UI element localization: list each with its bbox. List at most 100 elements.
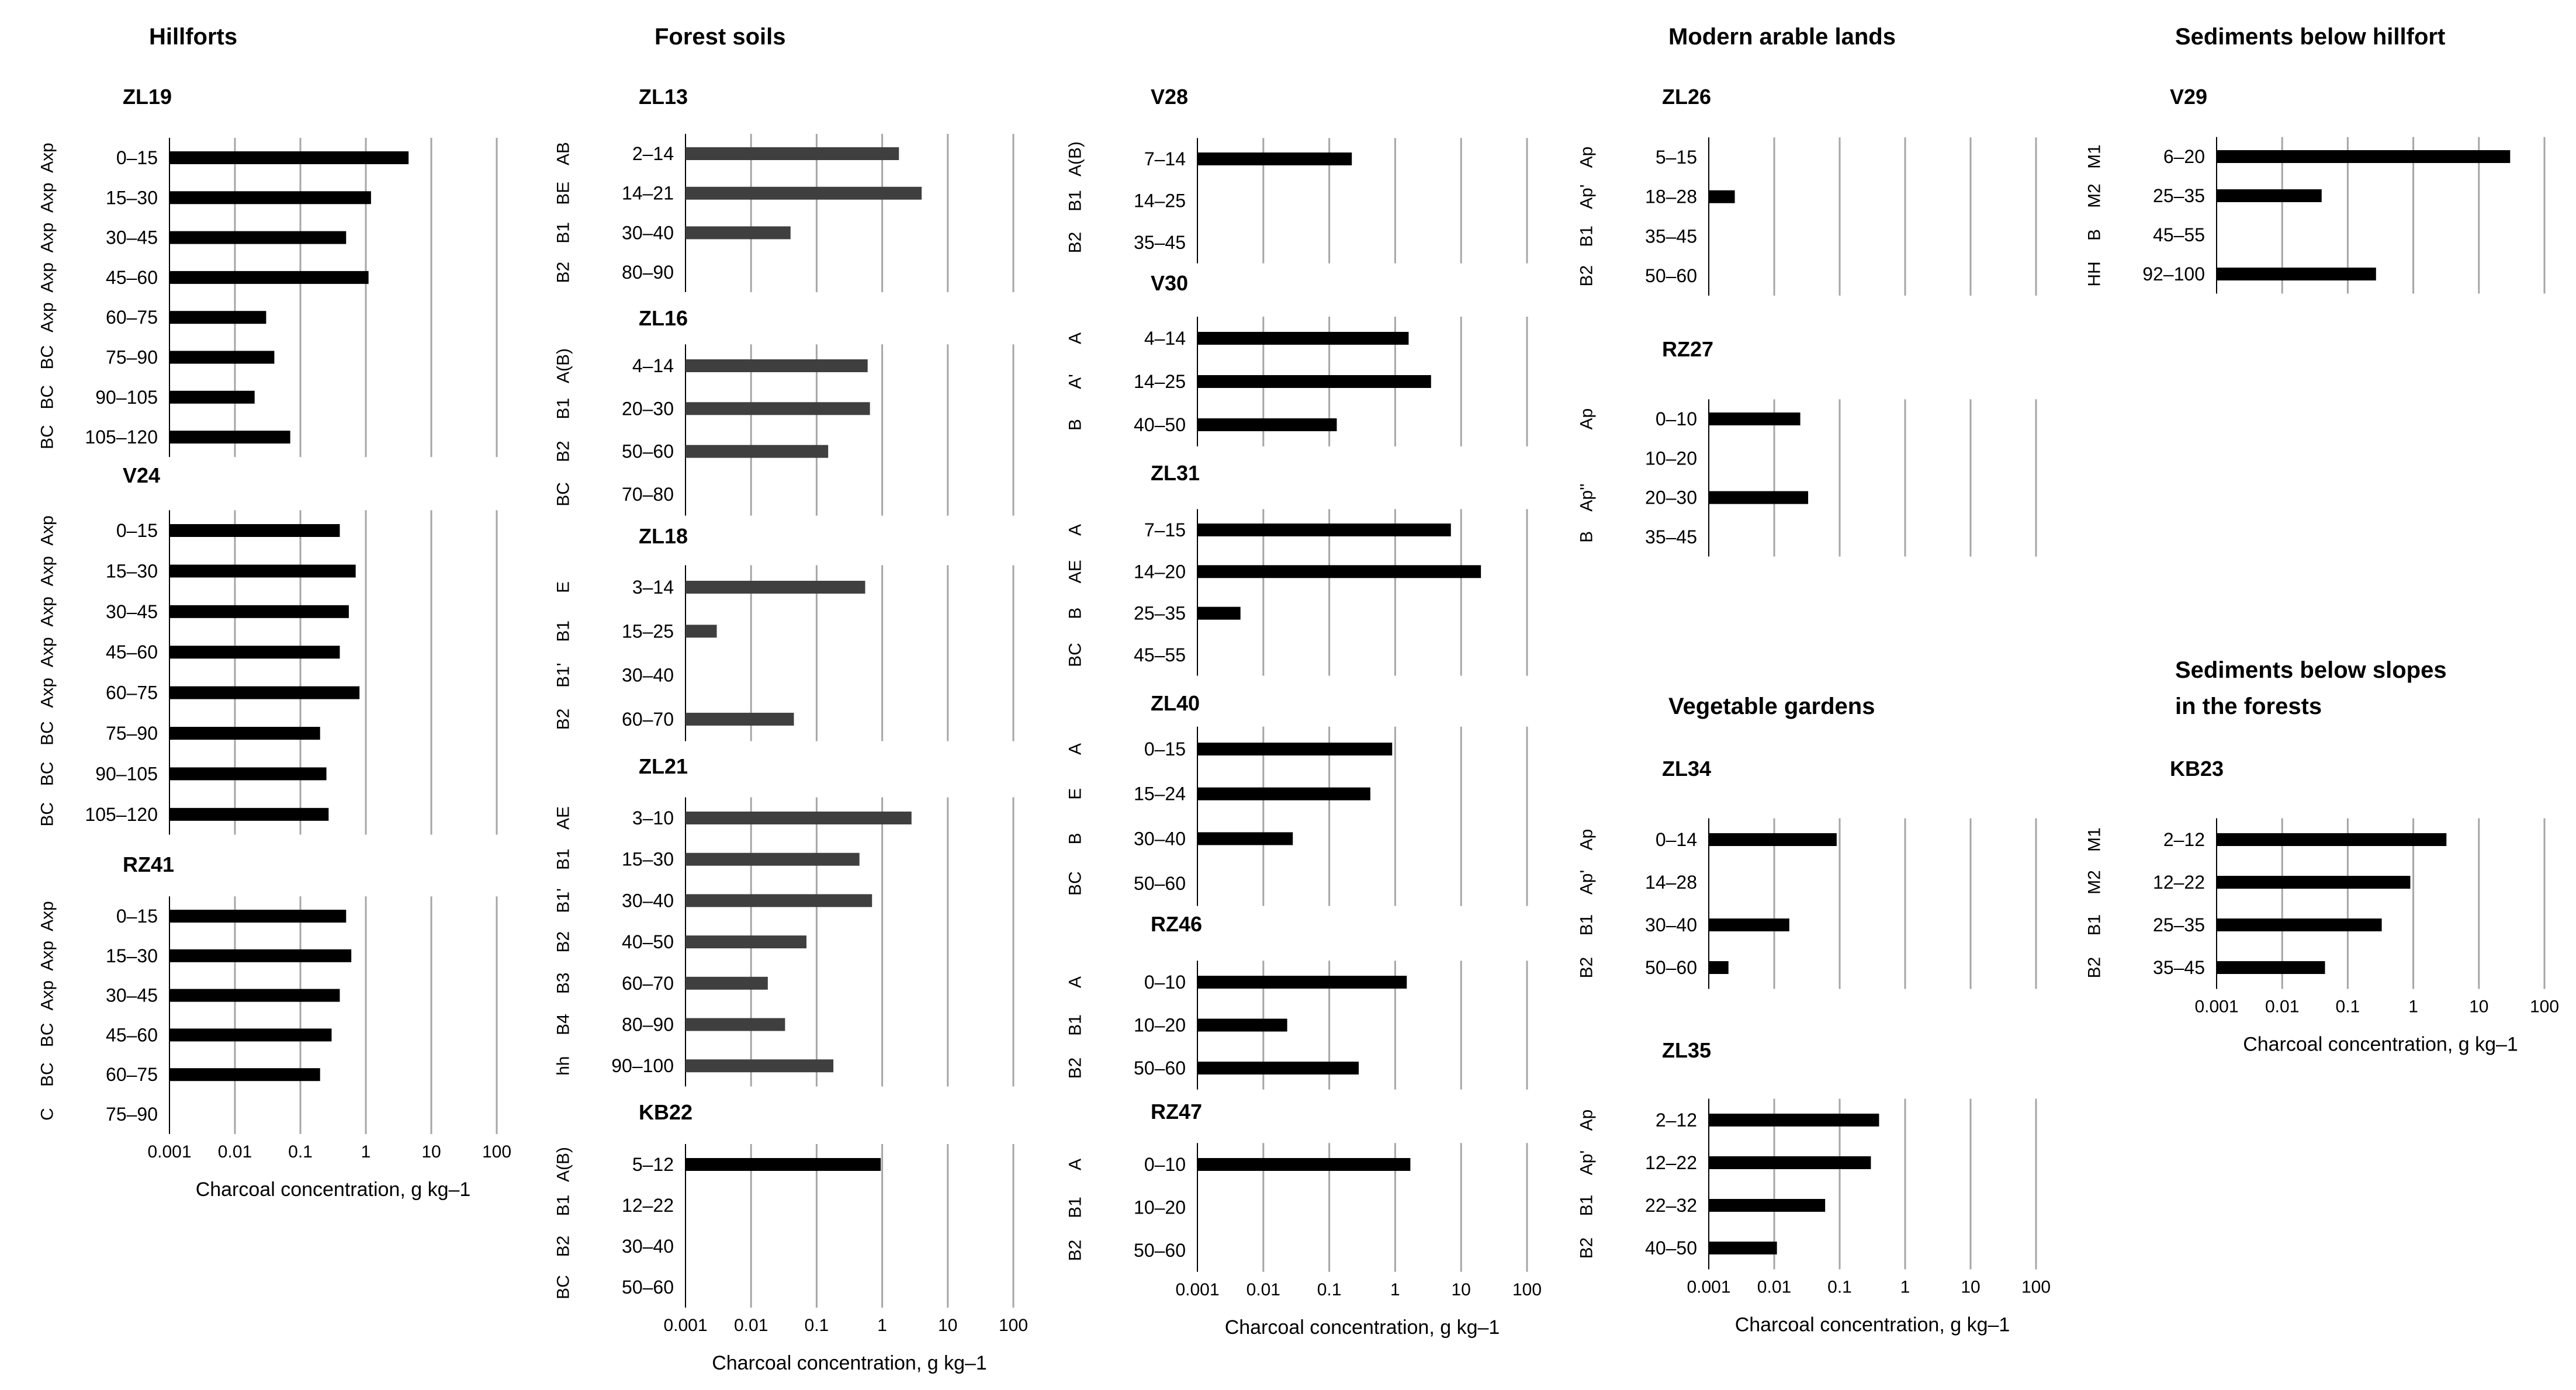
x-tick-label: 0.1 — [1317, 1280, 1342, 1299]
bar-v28-0 — [1197, 152, 1352, 165]
bar-zl16-1 — [685, 402, 870, 415]
bar-v24-5 — [169, 727, 320, 740]
depth-label: 14–25 — [1134, 190, 1186, 212]
x-axis-label: Charcoal concentration, g kg–1 — [1735, 1314, 2010, 1336]
horizon-label: B2 — [1066, 1240, 1085, 1261]
bar-v30-0 — [1197, 332, 1409, 345]
depth-label: 22–32 — [1645, 1195, 1697, 1216]
horizon-label: B1' — [554, 888, 573, 913]
horizon-label: B1 — [1577, 914, 1597, 936]
profile-panel-zl26: ZL26 5–15 Ap 18–28 Ap' 35–45 B1 50–60 B2 — [1577, 85, 2037, 296]
depth-label: 92–100 — [2142, 264, 2205, 285]
horizon-label: B1' — [554, 663, 573, 687]
profile-panel-zl35: ZL35 2–12 Ap 12–22 Ap' 22–32 B1 40–50 B2 — [1577, 1038, 2037, 1270]
x-tick-label: 100 — [999, 1316, 1028, 1335]
horizon-label: B2 — [554, 441, 573, 462]
horizon-label: hh — [554, 1056, 573, 1076]
depth-label: 90–105 — [95, 387, 158, 408]
bar-kb23-3 — [2217, 961, 2325, 974]
horizon-label: B1 — [554, 621, 573, 642]
depth-label: 3–10 — [632, 807, 674, 829]
group-title-sediments-below-hillfort: Sediments below hillfort — [2175, 24, 2445, 50]
horizon-label: B2 — [554, 709, 573, 730]
x-tick-label: 1 — [1390, 1280, 1400, 1299]
depth-label: 15–24 — [1134, 784, 1186, 805]
panel-title: KB23 — [2170, 757, 2224, 781]
bar-zl18-0 — [685, 581, 865, 594]
x-tick-label: 0.001 — [147, 1142, 191, 1162]
profile-panel-zl21: ZL21 3–10 AE 15–30 B1 30–40 B1' 40–50 B2 60–70 B3 8… — [554, 754, 1015, 1087]
depth-label: 14–20 — [1134, 561, 1186, 582]
horizon-label: A' — [1066, 374, 1085, 389]
depth-label: 80–90 — [622, 1014, 674, 1035]
depth-label: 30–45 — [106, 227, 158, 248]
bar-zl40-2 — [1197, 832, 1293, 845]
depth-label: 30–40 — [622, 1236, 674, 1257]
depth-label: 5–15 — [1656, 147, 1697, 168]
bar-zl13-1 — [685, 186, 922, 200]
depth-label: 35–45 — [1645, 226, 1697, 247]
bar-zl18-3 — [685, 712, 794, 726]
bar-zl21-4 — [685, 976, 768, 990]
depth-label: 50–60 — [1134, 1240, 1186, 1261]
depth-label: 60–70 — [622, 709, 674, 730]
horizon-label: B — [1066, 608, 1085, 619]
bar-zl18-1 — [685, 625, 717, 638]
panel-title: RZ46 — [1151, 912, 1202, 936]
x-tick-label: 0.1 — [288, 1142, 313, 1162]
horizon-label: B2 — [1577, 265, 1597, 287]
depth-label: 0–10 — [1144, 972, 1186, 993]
bar-v30-1 — [1197, 375, 1431, 388]
bar-zl34-3 — [1709, 961, 1729, 974]
profile-panel-v29: V29 6–20 M1 25–35 M2 45–55 B 92–100 HH — [2085, 85, 2546, 294]
horizon-label: B3 — [554, 972, 573, 994]
bar-rz46-0 — [1197, 976, 1407, 989]
panel-title: V24 — [123, 463, 160, 487]
horizon-label: BC — [554, 482, 573, 507]
horizon-label: Ap — [1577, 1110, 1597, 1131]
x-tick-label: 0.1 — [1827, 1278, 1852, 1297]
horizon-label: M2 — [2085, 870, 2104, 895]
horizon-label: A(B) — [554, 348, 573, 383]
horizon-label: Axp — [38, 556, 57, 587]
group-title-modern-arable-lands: Modern arable lands — [1668, 24, 1896, 50]
bar-v24-0 — [169, 524, 340, 537]
profile-panel-zl40: ZL40 0–15 A 15–24 E 30–40 B 50–60 BC — [1066, 691, 1528, 906]
depth-label: 105–120 — [85, 427, 158, 448]
horizon-label: B — [1066, 419, 1085, 431]
depth-label: 15–25 — [622, 621, 674, 642]
x-axis-e: 0.001 0.01 0.1 1 10 100 Charcoal concentration… — [2194, 997, 2559, 1056]
depth-label: 30–40 — [1645, 914, 1697, 935]
depth-label: 0–10 — [1656, 408, 1697, 429]
horizon-label: BE — [554, 182, 573, 205]
horizon-label: Ap — [1577, 408, 1597, 430]
horizon-label: Axp — [38, 678, 57, 708]
horizon-label: E — [554, 581, 573, 593]
depth-label: 2–12 — [1656, 1110, 1697, 1131]
depth-label: 45–55 — [2153, 224, 2205, 245]
depth-label: 12–22 — [622, 1195, 674, 1216]
profile-panel-zl13: ZL13 2–14 AB 14–21 BE 30–40 B1 80–90 B2 — [554, 85, 1015, 292]
depth-label: 30–40 — [622, 890, 674, 911]
depth-label: 25–35 — [2153, 914, 2205, 935]
horizon-label: B — [1577, 531, 1597, 543]
bar-v24-4 — [169, 686, 360, 699]
horizon-label: A(B) — [554, 1147, 573, 1182]
horizon-label: B2 — [1577, 1238, 1597, 1259]
x-tick-label: 10 — [1452, 1280, 1471, 1299]
horizon-label: AB — [554, 142, 573, 165]
depth-label: 80–90 — [622, 262, 674, 283]
group-title-vegetable-gardens: Vegetable gardens — [1668, 694, 1875, 719]
bar-zl21-0 — [685, 812, 912, 824]
horizon-label: A — [1066, 743, 1085, 755]
depth-label: 7–14 — [1144, 148, 1186, 169]
x-tick-label: 0.1 — [2336, 997, 2360, 1017]
horizon-label: M1 — [2085, 144, 2104, 169]
depth-label: 15–30 — [106, 560, 158, 581]
bar-zl21-3 — [685, 935, 807, 949]
depth-label: 50–60 — [622, 441, 674, 462]
bar-rz41-3 — [169, 1028, 332, 1042]
depth-label: 12–22 — [1645, 1152, 1697, 1173]
depth-label: 25–35 — [1134, 603, 1186, 624]
bar-zl31-1 — [1197, 565, 1481, 578]
